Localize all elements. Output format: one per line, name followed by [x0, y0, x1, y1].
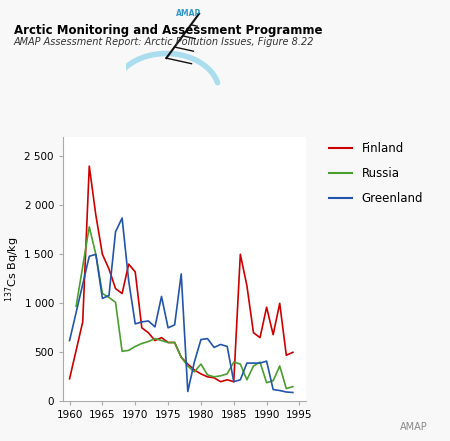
Y-axis label: $^{137}$Cs Bq/kg: $^{137}$Cs Bq/kg [3, 236, 22, 302]
Text: Arctic Monitoring and Assessment Programme: Arctic Monitoring and Assessment Program… [14, 24, 322, 37]
Text: AMAP: AMAP [400, 422, 428, 432]
Legend: Finland, Russia, Greenland: Finland, Russia, Greenland [324, 137, 428, 209]
Text: AMAP: AMAP [176, 9, 202, 18]
Text: AMAP Assessment Report: Arctic Pollution Issues, Figure 8.22: AMAP Assessment Report: Arctic Pollution… [14, 37, 314, 48]
